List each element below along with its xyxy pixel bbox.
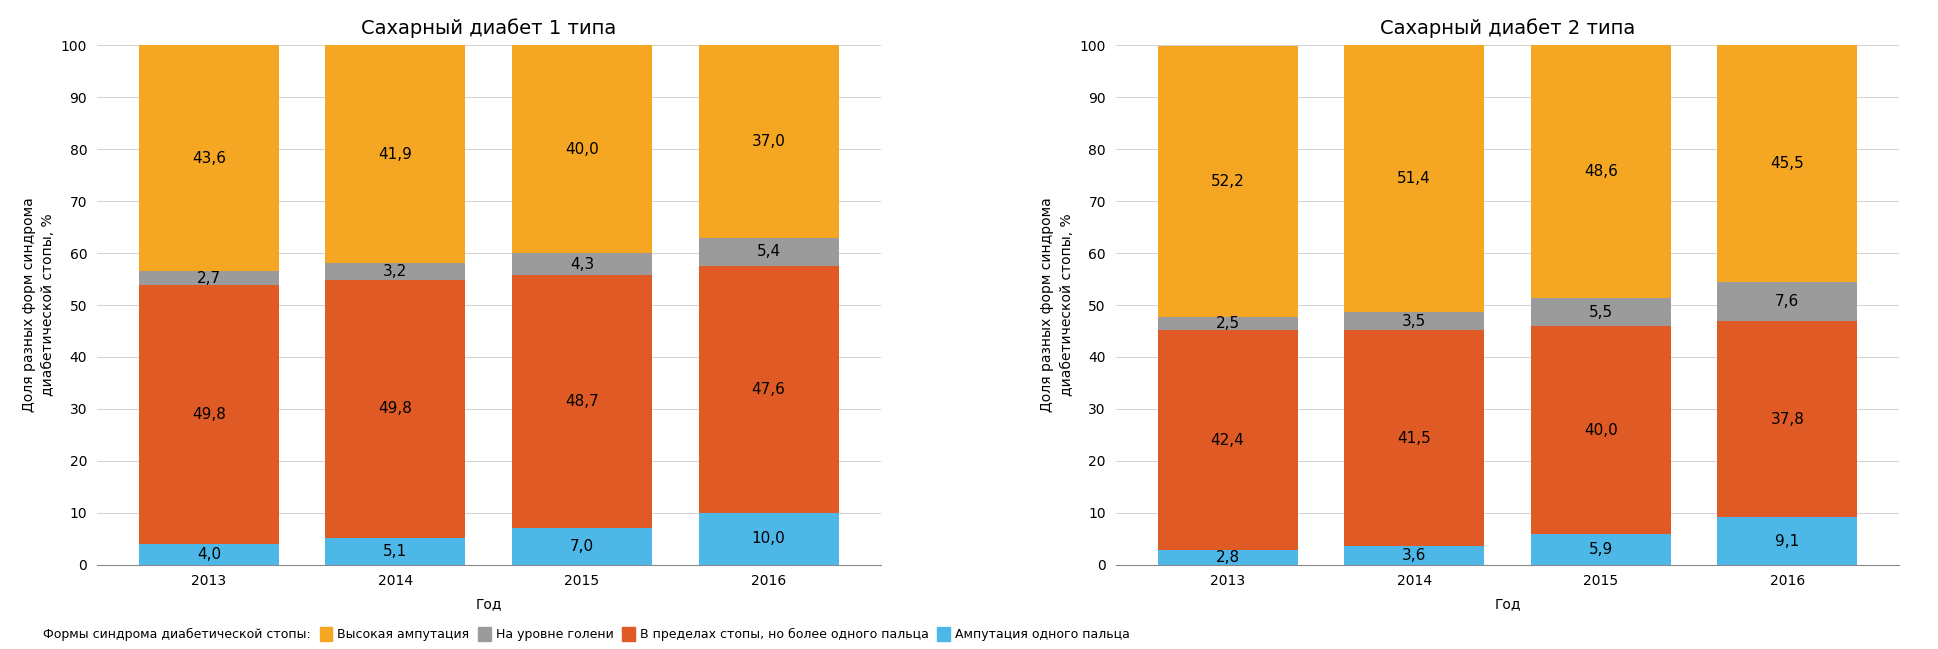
Bar — [1531, 326, 1671, 534]
Bar — [1157, 317, 1298, 330]
Text: 2,7: 2,7 — [198, 271, 221, 286]
Bar — [140, 544, 279, 565]
Text: 3,5: 3,5 — [1401, 314, 1426, 329]
Bar — [1531, 298, 1671, 326]
Bar — [1345, 330, 1485, 546]
Text: 45,5: 45,5 — [1771, 156, 1804, 171]
Text: 9,1: 9,1 — [1775, 533, 1798, 548]
Text: 7,6: 7,6 — [1775, 294, 1798, 309]
Text: 47,6: 47,6 — [752, 382, 785, 397]
Title: Сахарный диабет 2 типа: Сахарный диабет 2 типа — [1380, 19, 1636, 38]
Bar — [698, 513, 839, 565]
Bar — [326, 538, 465, 565]
Text: 4,3: 4,3 — [570, 257, 595, 272]
X-axis label: Год: Год — [1494, 596, 1521, 611]
Legend: Формы синдрома диабетической стопы:, Высокая ампутация, На уровне голени, В пред: Формы синдрома диабетической стопы:, Выс… — [25, 627, 1130, 641]
Text: 10,0: 10,0 — [752, 531, 785, 546]
Text: 37,8: 37,8 — [1769, 411, 1804, 427]
Bar — [1717, 321, 1857, 517]
Text: 2,8: 2,8 — [1215, 550, 1240, 565]
X-axis label: Год: Год — [475, 596, 502, 611]
Bar — [140, 45, 279, 271]
Bar — [326, 280, 465, 538]
Bar — [1531, 534, 1671, 565]
Bar — [512, 275, 651, 528]
Text: 4,0: 4,0 — [198, 546, 221, 562]
Bar — [1717, 45, 1857, 282]
Bar — [698, 238, 839, 265]
Text: 51,4: 51,4 — [1397, 171, 1430, 186]
Bar — [1717, 282, 1857, 321]
Bar — [698, 265, 839, 513]
Bar — [326, 263, 465, 280]
Text: 3,6: 3,6 — [1401, 548, 1426, 563]
Text: 37,0: 37,0 — [752, 134, 785, 149]
Bar — [512, 45, 651, 253]
Text: 49,8: 49,8 — [192, 407, 227, 422]
Bar — [140, 286, 279, 544]
Text: 40,0: 40,0 — [566, 141, 599, 157]
Text: 41,5: 41,5 — [1397, 431, 1430, 446]
Text: 2,5: 2,5 — [1215, 316, 1240, 331]
Bar — [1531, 45, 1671, 298]
Text: 52,2: 52,2 — [1211, 174, 1244, 189]
Bar — [1345, 546, 1485, 565]
Bar — [512, 528, 651, 565]
Text: 49,8: 49,8 — [378, 401, 413, 417]
Text: 42,4: 42,4 — [1211, 432, 1244, 448]
Text: 5,4: 5,4 — [756, 244, 781, 259]
Bar — [1717, 517, 1857, 565]
Text: 3,2: 3,2 — [384, 263, 407, 279]
Bar — [1157, 550, 1298, 565]
Bar — [1157, 330, 1298, 550]
Text: 5,1: 5,1 — [384, 544, 407, 559]
Bar — [140, 271, 279, 286]
Text: 5,9: 5,9 — [1589, 542, 1612, 557]
Y-axis label: Доля разных форм синдрома
диабетической стопы, %: Доля разных форм синдрома диабетической … — [1041, 198, 1074, 412]
Text: 48,6: 48,6 — [1583, 164, 1618, 179]
Text: 48,7: 48,7 — [566, 395, 599, 410]
Bar — [326, 45, 465, 263]
Text: 5,5: 5,5 — [1589, 304, 1612, 319]
Bar — [512, 253, 651, 275]
Bar — [1157, 46, 1298, 317]
Title: Сахарный диабет 1 типа: Сахарный диабет 1 типа — [360, 19, 616, 38]
Bar — [1345, 45, 1485, 312]
Text: 43,6: 43,6 — [192, 151, 227, 165]
Text: 7,0: 7,0 — [570, 539, 595, 554]
Bar — [1345, 312, 1485, 330]
Text: 40,0: 40,0 — [1583, 422, 1618, 437]
Bar — [698, 45, 839, 238]
Text: 41,9: 41,9 — [378, 147, 413, 162]
Y-axis label: Доля разных форм синдрома
диабетической стопы, %: Доля разных форм синдрома диабетической … — [21, 198, 56, 412]
